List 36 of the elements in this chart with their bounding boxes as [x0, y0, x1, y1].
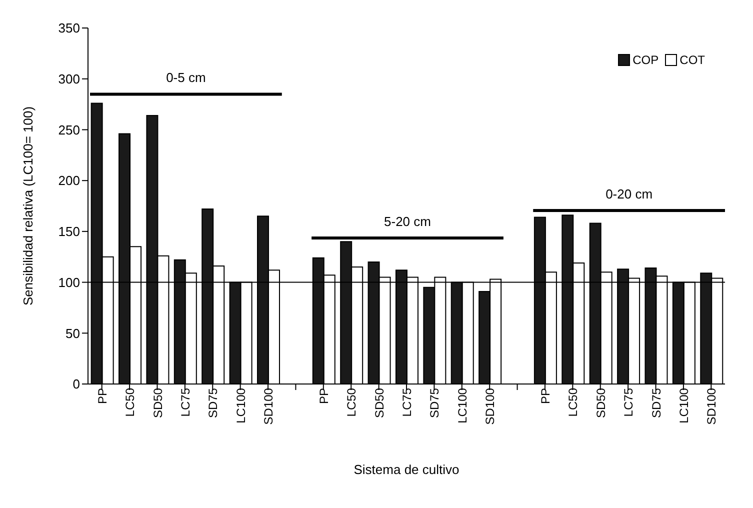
x-tick-label: LC100 — [234, 388, 248, 424]
y-tick-label: 350 — [58, 20, 80, 36]
y-axis-title: Sensibilidad relativa (LC100= 100) — [20, 106, 36, 306]
x-tick-label: PP — [95, 388, 110, 404]
x-tick-label: SD100 — [483, 388, 498, 425]
x-tick-label: PP — [538, 388, 552, 404]
x-tick-label: LC50 — [344, 388, 359, 417]
x-tick-label: LC100 — [676, 388, 691, 424]
x-tick-label: LC100 — [455, 388, 470, 424]
x-tick-label: SD50 — [594, 388, 608, 418]
y-tick-label: 150 — [58, 224, 80, 240]
x-tick-label: SD75 — [206, 388, 220, 418]
y-tick-label: 250 — [58, 122, 80, 138]
x-axis-title: Sistema de cultivo — [354, 462, 460, 477]
y-tick-label: 0 — [72, 376, 80, 392]
y-tick-label: 100 — [58, 274, 80, 290]
annotation: 5-20 cm — [384, 214, 431, 229]
x-tick-label: SD50 — [150, 388, 165, 418]
x-tick-label: LC75 — [400, 388, 414, 417]
x-tick-label: SD100 — [704, 388, 719, 425]
x-tick-label: LC75 — [622, 388, 636, 417]
legend-label: COT — [678, 53, 705, 67]
annotation: 0-5 cm — [166, 70, 206, 86]
legend-label: COP — [632, 53, 659, 67]
y-tick-label: 200 — [58, 173, 80, 188]
x-tick-label: SD75 — [649, 388, 664, 418]
x-tick-label: LC75 — [178, 388, 192, 417]
x-tick-label: PP — [316, 388, 331, 404]
x-tick-label: SD75 — [428, 388, 442, 418]
x-tick-label: SD50 — [372, 388, 386, 418]
x-tick-label: SD100 — [262, 388, 276, 425]
y-tick-label: 50 — [66, 326, 80, 341]
x-tick-label: LC50 — [123, 388, 138, 417]
x-tick-label: LC50 — [566, 388, 580, 417]
y-tick-label: 300 — [58, 71, 80, 86]
annotation: 0-20 cm — [606, 186, 653, 202]
